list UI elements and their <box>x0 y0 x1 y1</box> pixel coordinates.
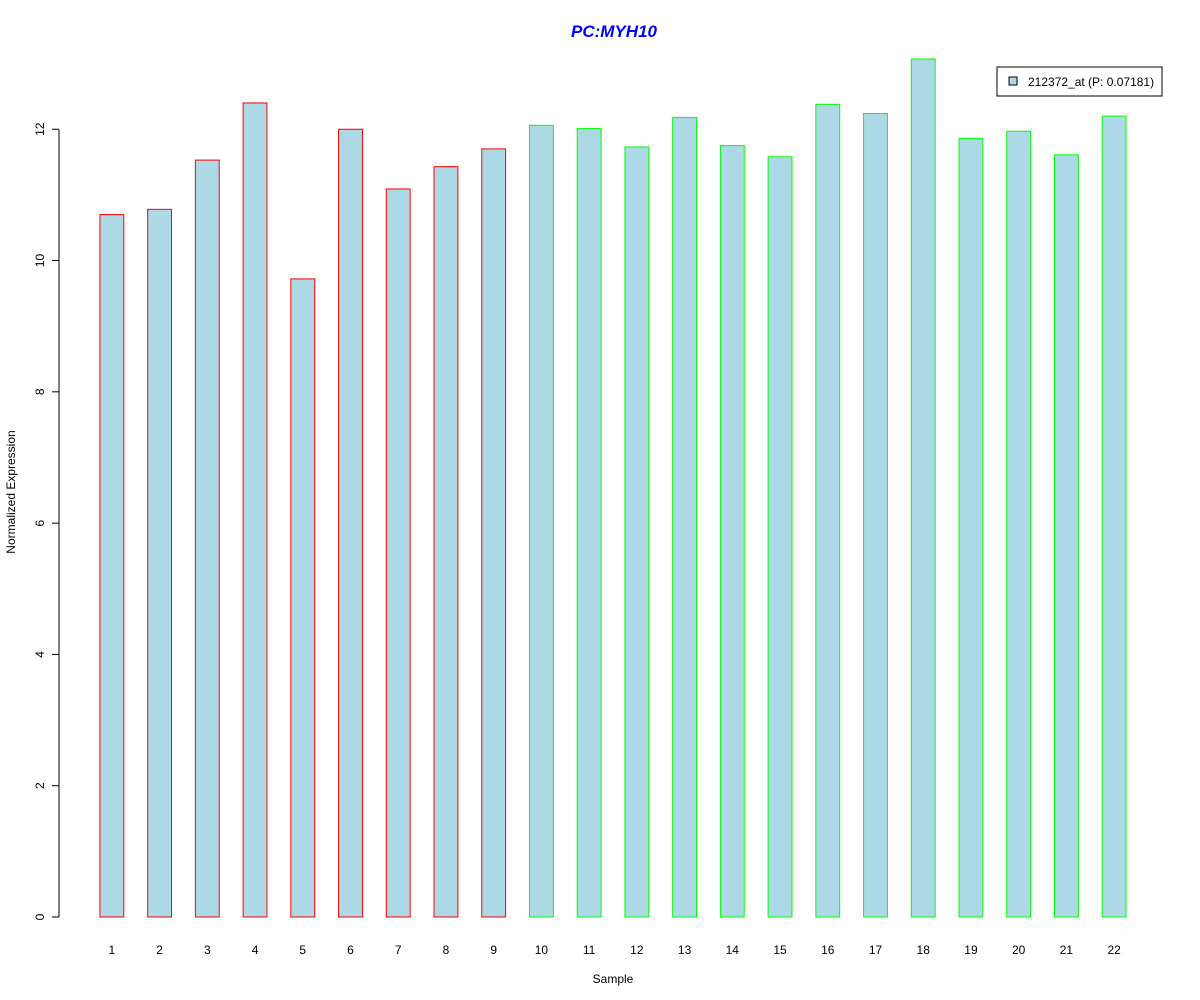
bar-sample-2 <box>147 208 173 918</box>
x-tick-label: 17 <box>869 943 883 957</box>
x-tick-label: 18 <box>917 943 931 957</box>
bar-sample-7 <box>385 188 411 918</box>
y-tick-label: 2 <box>33 782 47 789</box>
chart-title: PC:MYH10 <box>571 22 658 41</box>
x-axis-label: Sample <box>593 972 634 986</box>
x-tick-label: 14 <box>726 943 740 957</box>
y-tick-label: 4 <box>33 651 47 658</box>
legend-label: 212372_at (P: 0.07181) <box>1028 75 1154 89</box>
x-tick-label: 5 <box>299 943 306 957</box>
bar-sample-4 <box>242 102 268 918</box>
x-tick-label: 22 <box>1107 943 1121 957</box>
bar-sample-19 <box>958 137 984 918</box>
legend-box <box>996 66 1163 97</box>
bar-sample-1 <box>99 214 125 918</box>
x-tick-label: 2 <box>156 943 163 957</box>
x-tick-label: 3 <box>204 943 211 957</box>
x-tick-label: 10 <box>535 943 549 957</box>
bar-sample-22 <box>1101 115 1127 918</box>
x-tick-label: 8 <box>443 943 450 957</box>
x-tick-label: 19 <box>964 943 978 957</box>
bar-sample-16 <box>815 103 841 918</box>
bar-sample-9 <box>481 148 507 918</box>
y-tick-label: 0 <box>33 913 47 920</box>
x-tick-label: 13 <box>678 943 692 957</box>
bars <box>99 58 1127 918</box>
x-tick-label: 11 <box>583 943 596 957</box>
bar-sample-8 <box>433 166 459 918</box>
bar-sample-11 <box>576 128 602 918</box>
x-tick-label: 6 <box>347 943 354 957</box>
bar-sample-15 <box>767 156 793 918</box>
y-axis: 0 2 4 6 8 10 12 <box>33 122 60 920</box>
bar-sample-18 <box>910 58 936 918</box>
y-tick-label: 8 <box>33 388 47 395</box>
x-tick-labels: 1 2 3 4 5 6 7 8 9 10 11 12 13 14 15 16 17 18 19 20 21 22 <box>109 943 1122 957</box>
bar-sample-5 <box>290 278 316 918</box>
bar-sample-13 <box>672 116 698 918</box>
x-tick-label: 9 <box>490 943 497 957</box>
y-tick-label: 12 <box>33 122 47 136</box>
x-tick-label: 1 <box>109 943 116 957</box>
bar-sample-10 <box>528 124 554 918</box>
bar-sample-14 <box>719 145 745 918</box>
legend-swatch <box>1008 76 1018 86</box>
bar-sample-20 <box>1006 130 1032 918</box>
x-tick-label: 20 <box>1012 943 1026 957</box>
x-tick-label: 7 <box>395 943 402 957</box>
x-tick-label: 21 <box>1060 943 1074 957</box>
x-tick-label: 16 <box>821 943 835 957</box>
bar-sample-12 <box>624 146 650 918</box>
bar-sample-6 <box>338 128 363 918</box>
y-axis-label: Normalized Expression <box>4 430 18 553</box>
x-tick-label: 12 <box>630 943 644 957</box>
legend: 212372_at (P: 0.07181) <box>996 66 1163 97</box>
x-tick-label: 4 <box>252 943 259 957</box>
y-tick-label: 6 <box>33 519 47 526</box>
y-tick-label: 10 <box>33 254 47 268</box>
bar-sample-3 <box>194 159 220 918</box>
x-tick-label: 15 <box>773 943 787 957</box>
bar-sample-21 <box>1053 154 1079 918</box>
bar-sample-17 <box>863 112 888 918</box>
